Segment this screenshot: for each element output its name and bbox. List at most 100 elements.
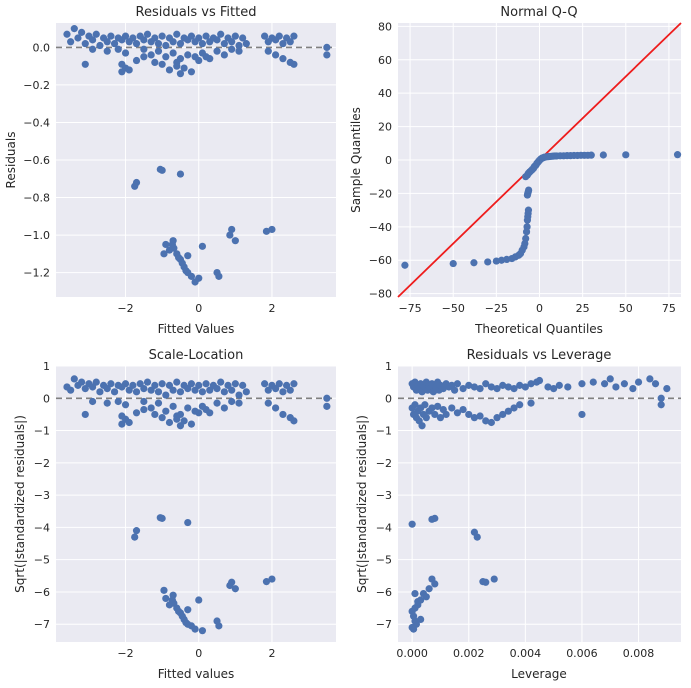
scatter-point [184,51,192,59]
y-tick-labels: 1 0 −1 −2 −3 −4 −5 −6 −7 [34,360,50,631]
scatter-point [107,32,115,40]
y-tick-label: 60 [378,54,392,67]
scatter-point [235,399,243,407]
scatter-point [217,378,225,386]
scatter-point [242,40,250,48]
scatter-point [147,404,155,412]
y-tick-label: −3 [34,489,50,502]
scatter-point [121,49,130,57]
scatter-point [140,45,148,53]
scatter-point [231,237,239,245]
scatter-point [524,206,533,214]
y-tick-label: −0.2 [23,79,50,92]
scatter-point [629,384,637,393]
scatter-point [487,383,495,391]
scatter-point [92,378,100,386]
scatter-point [408,520,416,528]
scatter-point [226,231,234,239]
scatter-point [180,64,188,72]
scatter-point [143,30,152,38]
scatter-point [195,409,203,417]
scatter-point [158,514,166,522]
y-tick-label: −2 [376,457,392,470]
x-tick-label: −25 [485,302,508,315]
x-tick-label: 0.000 [396,647,428,660]
y-tick-label: −3 [376,489,392,502]
y-tick-labels: 80 60 40 20 0 −20 −40 −60 −80 [369,20,392,300]
scatter-point [118,420,126,428]
scatter-point [323,394,331,402]
scatter-point [235,47,243,55]
scatter-point [504,383,512,391]
scatter-point [162,594,170,603]
x-tick-label: 0.004 [510,647,542,660]
y-tick-label: −80 [369,288,392,301]
scatter-point [414,598,422,606]
scatter-point [290,60,298,68]
y-tick-label: 0.0 [33,41,51,54]
scatter-point [465,410,473,419]
data-points [63,375,331,635]
scatter-point [131,182,139,190]
scatter-point [67,386,75,394]
scatter-point [587,151,595,159]
y-tick-label: −1 [34,425,50,438]
scatter-point [231,32,239,40]
scatter-point [103,47,111,55]
y-tick-label: −2 [34,457,50,470]
y-tick-label: −0.4 [23,116,50,129]
scatter-point [421,401,429,409]
scatter-point [268,575,276,583]
scatter-point [510,404,518,412]
scatter-point [231,585,239,593]
scatter-point [425,585,433,593]
scatter-point [578,380,586,388]
scatter-point [228,397,236,406]
scatter-point [279,40,287,48]
scatter-point [70,25,78,33]
scatter-point [187,420,196,428]
scatter-point [279,55,287,63]
scatter-point [162,391,170,399]
scatter-point [482,380,490,388]
scatter-point [663,384,671,393]
scatter-point [89,45,97,53]
scatter-point [143,378,152,386]
chart-title: Scale-Location [149,348,244,363]
y-axis-label: Residuals [4,132,18,189]
scatter-point [476,384,484,393]
scatter-point [544,383,552,391]
scatter-point [428,404,436,412]
x-tick-label: 25 [576,302,590,315]
scatter-point [158,166,166,174]
scatter-point [442,410,450,419]
scatter-point [499,410,507,419]
scatter-point [235,391,243,399]
scatter-point [473,533,481,541]
x-tick-label: 0.002 [453,647,485,660]
y-tick-label: −4 [376,521,392,534]
scatter-point [70,375,78,383]
scatter-point [176,70,185,78]
scatter-point [521,383,529,391]
y-tick-label: −0.8 [23,192,50,205]
scatter-point [470,414,479,422]
scatter-point [184,404,192,412]
scatter-point [187,272,196,280]
gridlines [56,23,336,297]
scatter-point [220,404,228,412]
scatter-point [160,586,168,594]
scatter-point [459,405,467,414]
scatter-point [213,399,221,407]
scatter-point [262,227,271,235]
scatter-point [89,397,97,406]
scatter-point [453,409,462,417]
scatter-point [151,381,159,389]
scatter-point [173,378,181,386]
scatter-point [114,397,122,406]
x-axis-label: Fitted Values [158,322,235,336]
scatter-point [78,378,86,386]
y-tick-label: −4 [34,521,50,534]
scatter-point [272,404,280,412]
chart-title: Residuals vs Fitted [136,5,257,20]
